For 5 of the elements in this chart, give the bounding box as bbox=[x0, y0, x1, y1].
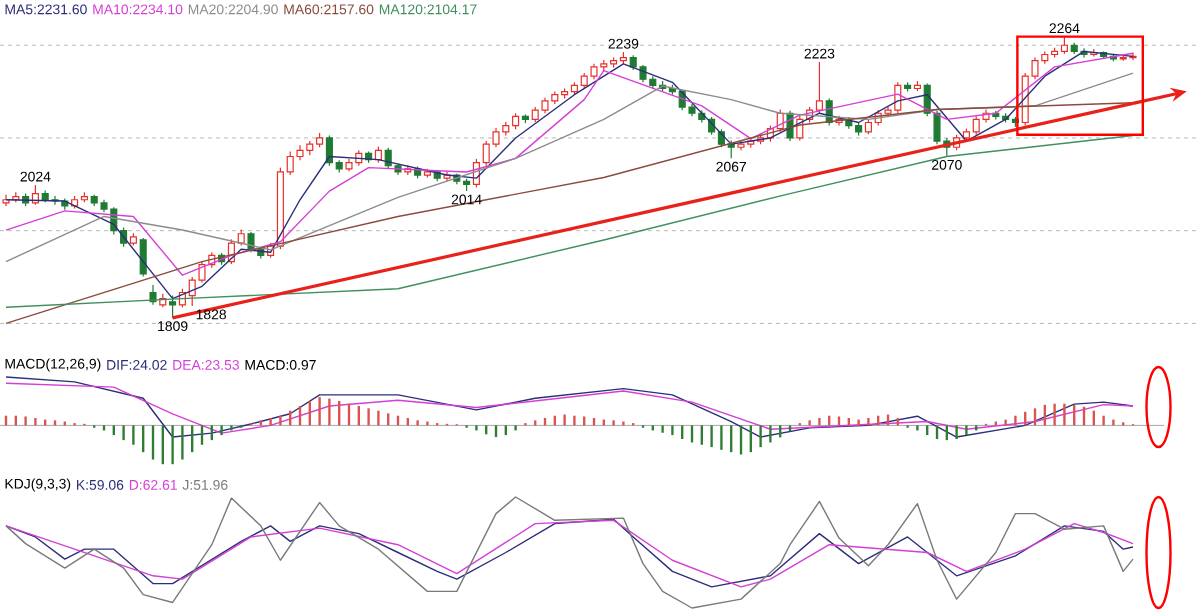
candlestick bbox=[31, 184, 39, 206]
candlestick bbox=[2, 194, 10, 207]
candlestick bbox=[169, 294, 177, 319]
candlestick bbox=[247, 231, 255, 253]
candlestick bbox=[139, 237, 147, 278]
